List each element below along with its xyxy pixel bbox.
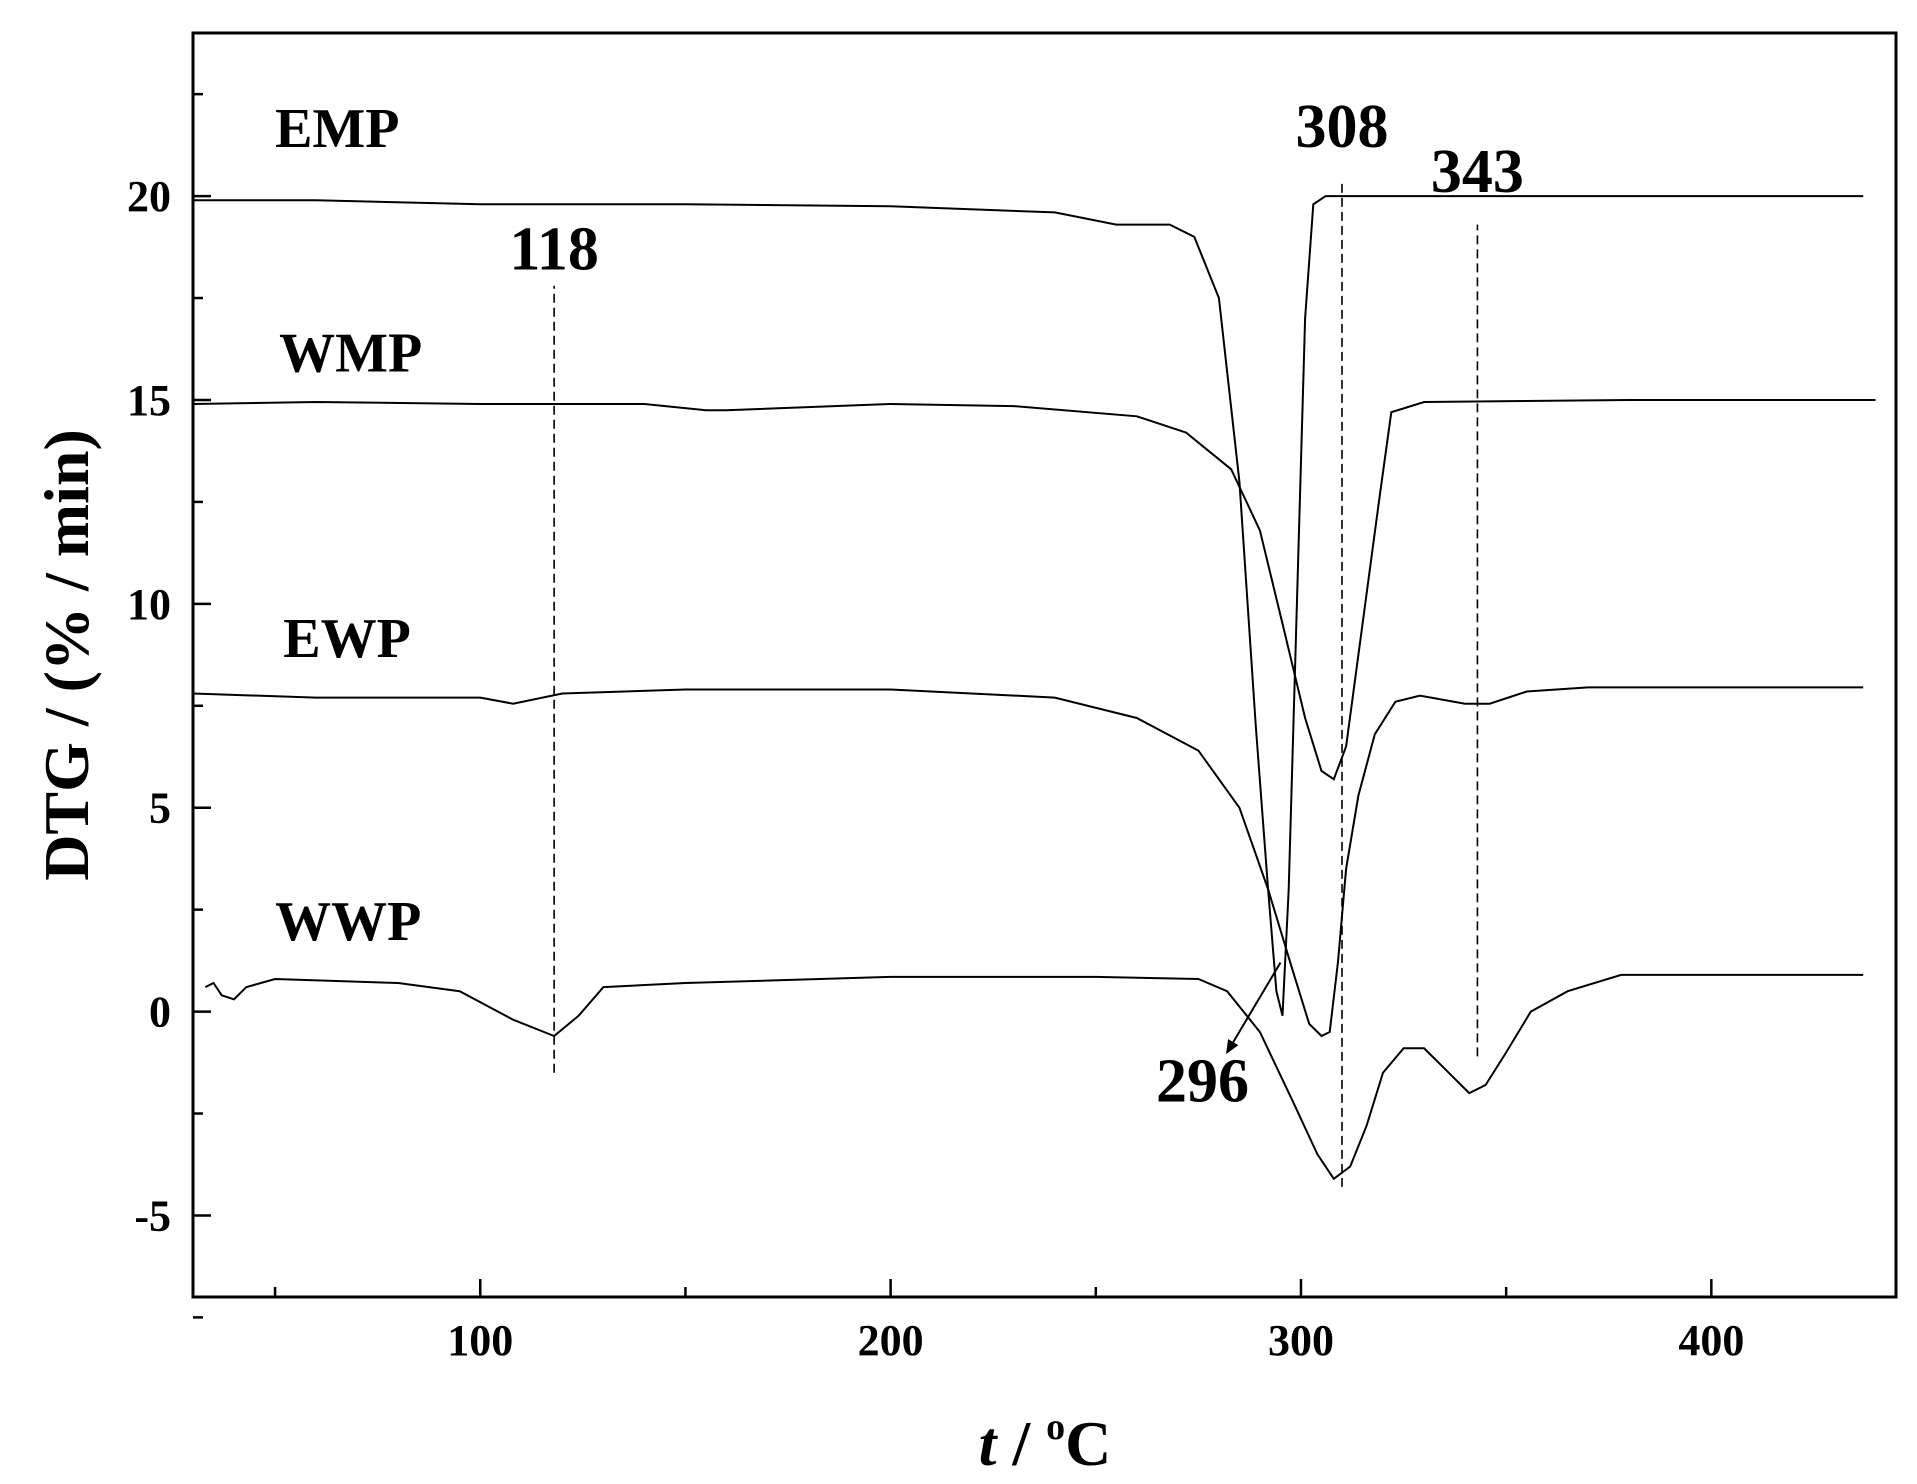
y-tick-label: 20: [127, 172, 171, 221]
y-tick-label: -5: [134, 1191, 171, 1240]
plot-frame: [191, 31, 1898, 1299]
x-axis-title-degree: o: [1046, 1406, 1065, 1448]
x-tick-label: 200: [858, 1316, 924, 1365]
series-line-wwp: [204, 973, 1864, 1181]
y-tick-label: 10: [127, 580, 171, 629]
peak-arrow: [1226, 962, 1282, 1055]
y-tick-label: 0: [149, 988, 171, 1037]
peak-annotations: 118 308 343 296: [509, 93, 1524, 1115]
y-axis-title: DTG / (% / min): [31, 429, 102, 881]
series-label-wwp: WWP: [275, 891, 421, 953]
series-line-emp: [193, 195, 1864, 1016]
series-label-wmp: WMP: [279, 322, 422, 384]
peak-label-296: 296: [1156, 1047, 1249, 1115]
series-line-ewp: [192, 686, 1864, 1038]
peak-label-343: 343: [1431, 138, 1524, 206]
x-axis-title: t / oC: [979, 1406, 1112, 1479]
peak-label-118: 118: [509, 215, 599, 283]
x-axis-title-symbol: t: [979, 1408, 999, 1479]
series-line-wmp: [192, 399, 1876, 781]
reference-lines: [553, 183, 1479, 1187]
y-tick-label: 15: [127, 376, 171, 425]
x-axis-title-separator: /: [996, 1408, 1046, 1479]
peak-label-308: 308: [1296, 93, 1389, 161]
series-curves: [192, 195, 1876, 1181]
x-tick-label: 300: [1268, 1316, 1334, 1365]
x-axis-title-unit: C: [1065, 1408, 1111, 1479]
y-tick-label: 5: [149, 784, 171, 833]
x-tick-label: 400: [1678, 1316, 1744, 1365]
axis-ticks: 100 200 300 400 -5 0 5 10 15 20: [127, 92, 1744, 1365]
series-labels: EMP WMP EWP WWP: [275, 98, 422, 953]
x-tick-label: 100: [447, 1316, 513, 1365]
series-label-emp: EMP: [275, 98, 399, 160]
series-label-ewp: EWP: [283, 608, 411, 670]
